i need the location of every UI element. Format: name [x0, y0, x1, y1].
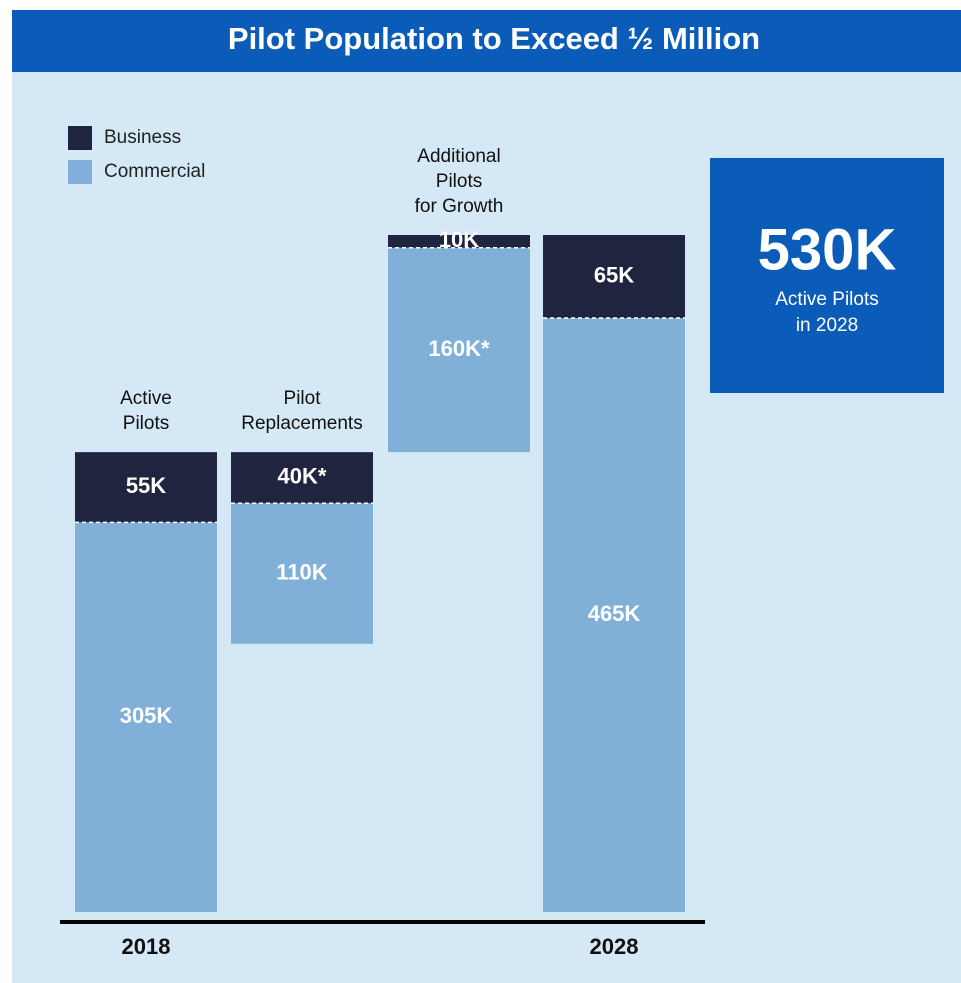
callout-text: Active Pilots in 2028 [775, 289, 878, 336]
callout-box [710, 158, 944, 393]
callout-value: 530K [758, 217, 897, 282]
bar-segment [75, 452, 217, 523]
bar-segment [543, 235, 685, 319]
legend-label: Business [104, 127, 181, 148]
bar-segment [231, 452, 373, 504]
category-label: Additional Pilots for Growth [415, 146, 504, 217]
bar-segment [231, 503, 373, 644]
value-label: 465K [588, 601, 641, 626]
chart-title: Pilot Population to Exceed ½ Million [228, 21, 760, 56]
value-label: 65K [594, 262, 634, 287]
legend-swatch [68, 160, 92, 184]
legend-swatch [68, 126, 92, 150]
category-label: Active Pilots [120, 388, 172, 434]
legend-label: Commercial [104, 161, 205, 182]
x-tick-label: 2028 [590, 934, 639, 959]
value-label: 160K* [428, 336, 490, 361]
bar-segment [543, 318, 685, 912]
value-label: 305K [120, 703, 173, 728]
value-label: 110K [276, 559, 327, 584]
title-bar [12, 10, 961, 72]
bar-segment [75, 522, 217, 912]
x-tick-label: 2018 [122, 934, 171, 959]
category-label: Pilot Replacements [241, 388, 362, 434]
value-label: 40K* [278, 464, 327, 489]
bar-segment [388, 247, 530, 453]
bar-segment [388, 235, 530, 248]
value-label: 55K [126, 473, 166, 498]
